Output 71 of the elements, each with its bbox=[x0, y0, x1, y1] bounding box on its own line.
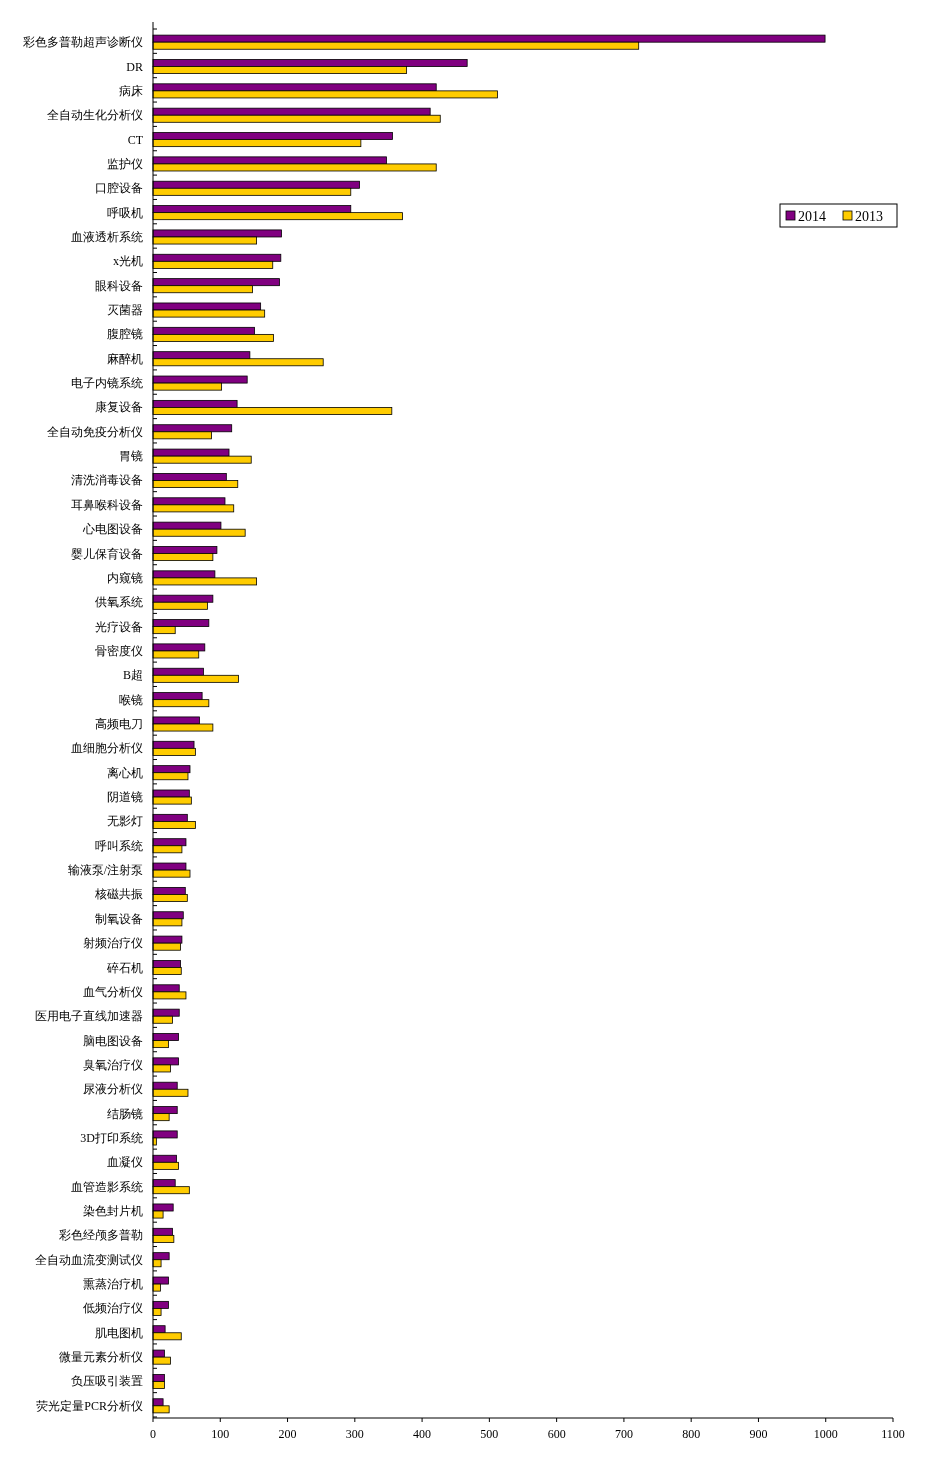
y-tick-label: 尿液分析仪 bbox=[83, 1082, 143, 1097]
y-tick-label: 熏蒸治疗机 bbox=[83, 1277, 143, 1292]
x-tick-label: 100 bbox=[211, 1427, 230, 1441]
y-tick-label: 彩色多普勒超声诊断仪 bbox=[23, 35, 143, 50]
y-tick-label: 负压吸引装置 bbox=[71, 1374, 143, 1389]
y-tick-label: 呼吸机 bbox=[107, 205, 143, 220]
y-tick-label: 心电图设备 bbox=[82, 522, 143, 537]
x-tick-label: 400 bbox=[413, 1427, 432, 1441]
y-tick-label: 医用电子直线加速器 bbox=[35, 1009, 143, 1024]
y-tick-label: 婴儿保育设备 bbox=[71, 546, 143, 561]
y-tick-label: 口腔设备 bbox=[95, 181, 143, 196]
x-tick-label: 600 bbox=[547, 1427, 566, 1441]
y-tick-label: x光机 bbox=[113, 254, 143, 269]
x-tick-label: 800 bbox=[682, 1427, 701, 1441]
y-tick-label: 耳鼻喉科设备 bbox=[71, 497, 143, 512]
y-tick-label: 脑电图设备 bbox=[83, 1033, 143, 1048]
x-tick-label: 700 bbox=[614, 1427, 633, 1441]
y-tick-label: B超 bbox=[122, 668, 143, 683]
x-tick-label: 200 bbox=[278, 1427, 297, 1441]
x-tick-label: 0 bbox=[150, 1427, 156, 1441]
y-tick-label: 微量元素分析仪 bbox=[59, 1350, 143, 1365]
y-tick-label: 离心机 bbox=[107, 765, 143, 780]
y-tick-label: 麻醉机 bbox=[107, 351, 143, 366]
y-tick-label: 低频治疗仪 bbox=[83, 1301, 143, 1316]
y-tick-label: 3D打印系统 bbox=[80, 1130, 143, 1145]
y-tick-label: 清洗消毒设备 bbox=[71, 473, 143, 488]
y-tick-label: 高频电刀 bbox=[95, 717, 143, 731]
y-tick-label: 全自动血流变测试仪 bbox=[35, 1252, 143, 1267]
y-tick-label: 核磁共振 bbox=[94, 887, 143, 902]
legend-label: 2014 bbox=[798, 208, 826, 224]
x-tick-label: 1100 bbox=[881, 1427, 905, 1441]
y-tick-label: 肌电图机 bbox=[95, 1325, 143, 1340]
y-tick-label: 喉镜 bbox=[119, 692, 143, 707]
legend-label: 2013 bbox=[855, 208, 883, 224]
y-tick-label: 阴道镜 bbox=[107, 790, 143, 805]
x-tick-label: 1000 bbox=[813, 1427, 838, 1441]
y-tick-label: 无影灯 bbox=[107, 814, 143, 829]
x-tick-label: 300 bbox=[345, 1427, 364, 1441]
y-tick-label: 呼叫系统 bbox=[95, 838, 143, 853]
y-tick-label: 全自动生化分析仪 bbox=[47, 108, 143, 123]
y-tick-label: 输液泵/注射泵 bbox=[67, 863, 143, 878]
y-tick-label: 监护仪 bbox=[107, 156, 143, 171]
y-tick-label: 碎石机 bbox=[106, 960, 143, 975]
y-tick-label: 骨密度仪 bbox=[95, 643, 143, 658]
y-tick-label: 康复设备 bbox=[95, 400, 143, 415]
y-tick-label: 制氧设备 bbox=[95, 911, 143, 926]
y-tick-label: 灭菌器 bbox=[107, 303, 143, 318]
y-tick-label: 血液透析系统 bbox=[71, 229, 143, 244]
x-tick-label: 900 bbox=[749, 1427, 768, 1441]
x-tick-label: 500 bbox=[480, 1427, 499, 1441]
y-tick-label: 眼科设备 bbox=[95, 278, 143, 293]
y-tick-label: 结肠镜 bbox=[107, 1106, 143, 1121]
y-tick-label: 血细胞分析仪 bbox=[71, 741, 143, 756]
y-tick-label: 光疗设备 bbox=[95, 619, 143, 634]
y-tick-label: 电子内镜系统 bbox=[71, 376, 143, 391]
y-tick-label: 供氧系统 bbox=[95, 595, 143, 610]
y-tick-label: CT bbox=[127, 132, 144, 147]
y-tick-label: 臭氧治疗仪 bbox=[83, 1057, 143, 1072]
y-tick-label: 血管造影系统 bbox=[71, 1179, 143, 1194]
y-tick-label: DR bbox=[126, 59, 143, 74]
y-tick-label: 彩色经颅多普勒 bbox=[59, 1228, 143, 1243]
y-tick-label: 病床 bbox=[119, 83, 143, 98]
y-tick-label: 胃镜 bbox=[119, 449, 143, 464]
y-tick-label: 射频治疗仪 bbox=[83, 936, 143, 951]
y-tick-label: 荧光定量PCR分析仪 bbox=[36, 1398, 143, 1413]
y-tick-label: 全自动免疫分析仪 bbox=[47, 424, 143, 439]
y-tick-label: 内窥镜 bbox=[107, 570, 143, 585]
y-tick-label: 血凝仪 bbox=[107, 1155, 143, 1170]
y-tick-label: 腹腔镜 bbox=[107, 327, 143, 342]
y-tick-label: 染色封片机 bbox=[83, 1204, 143, 1219]
y-tick-label: 血气分析仪 bbox=[83, 984, 143, 999]
